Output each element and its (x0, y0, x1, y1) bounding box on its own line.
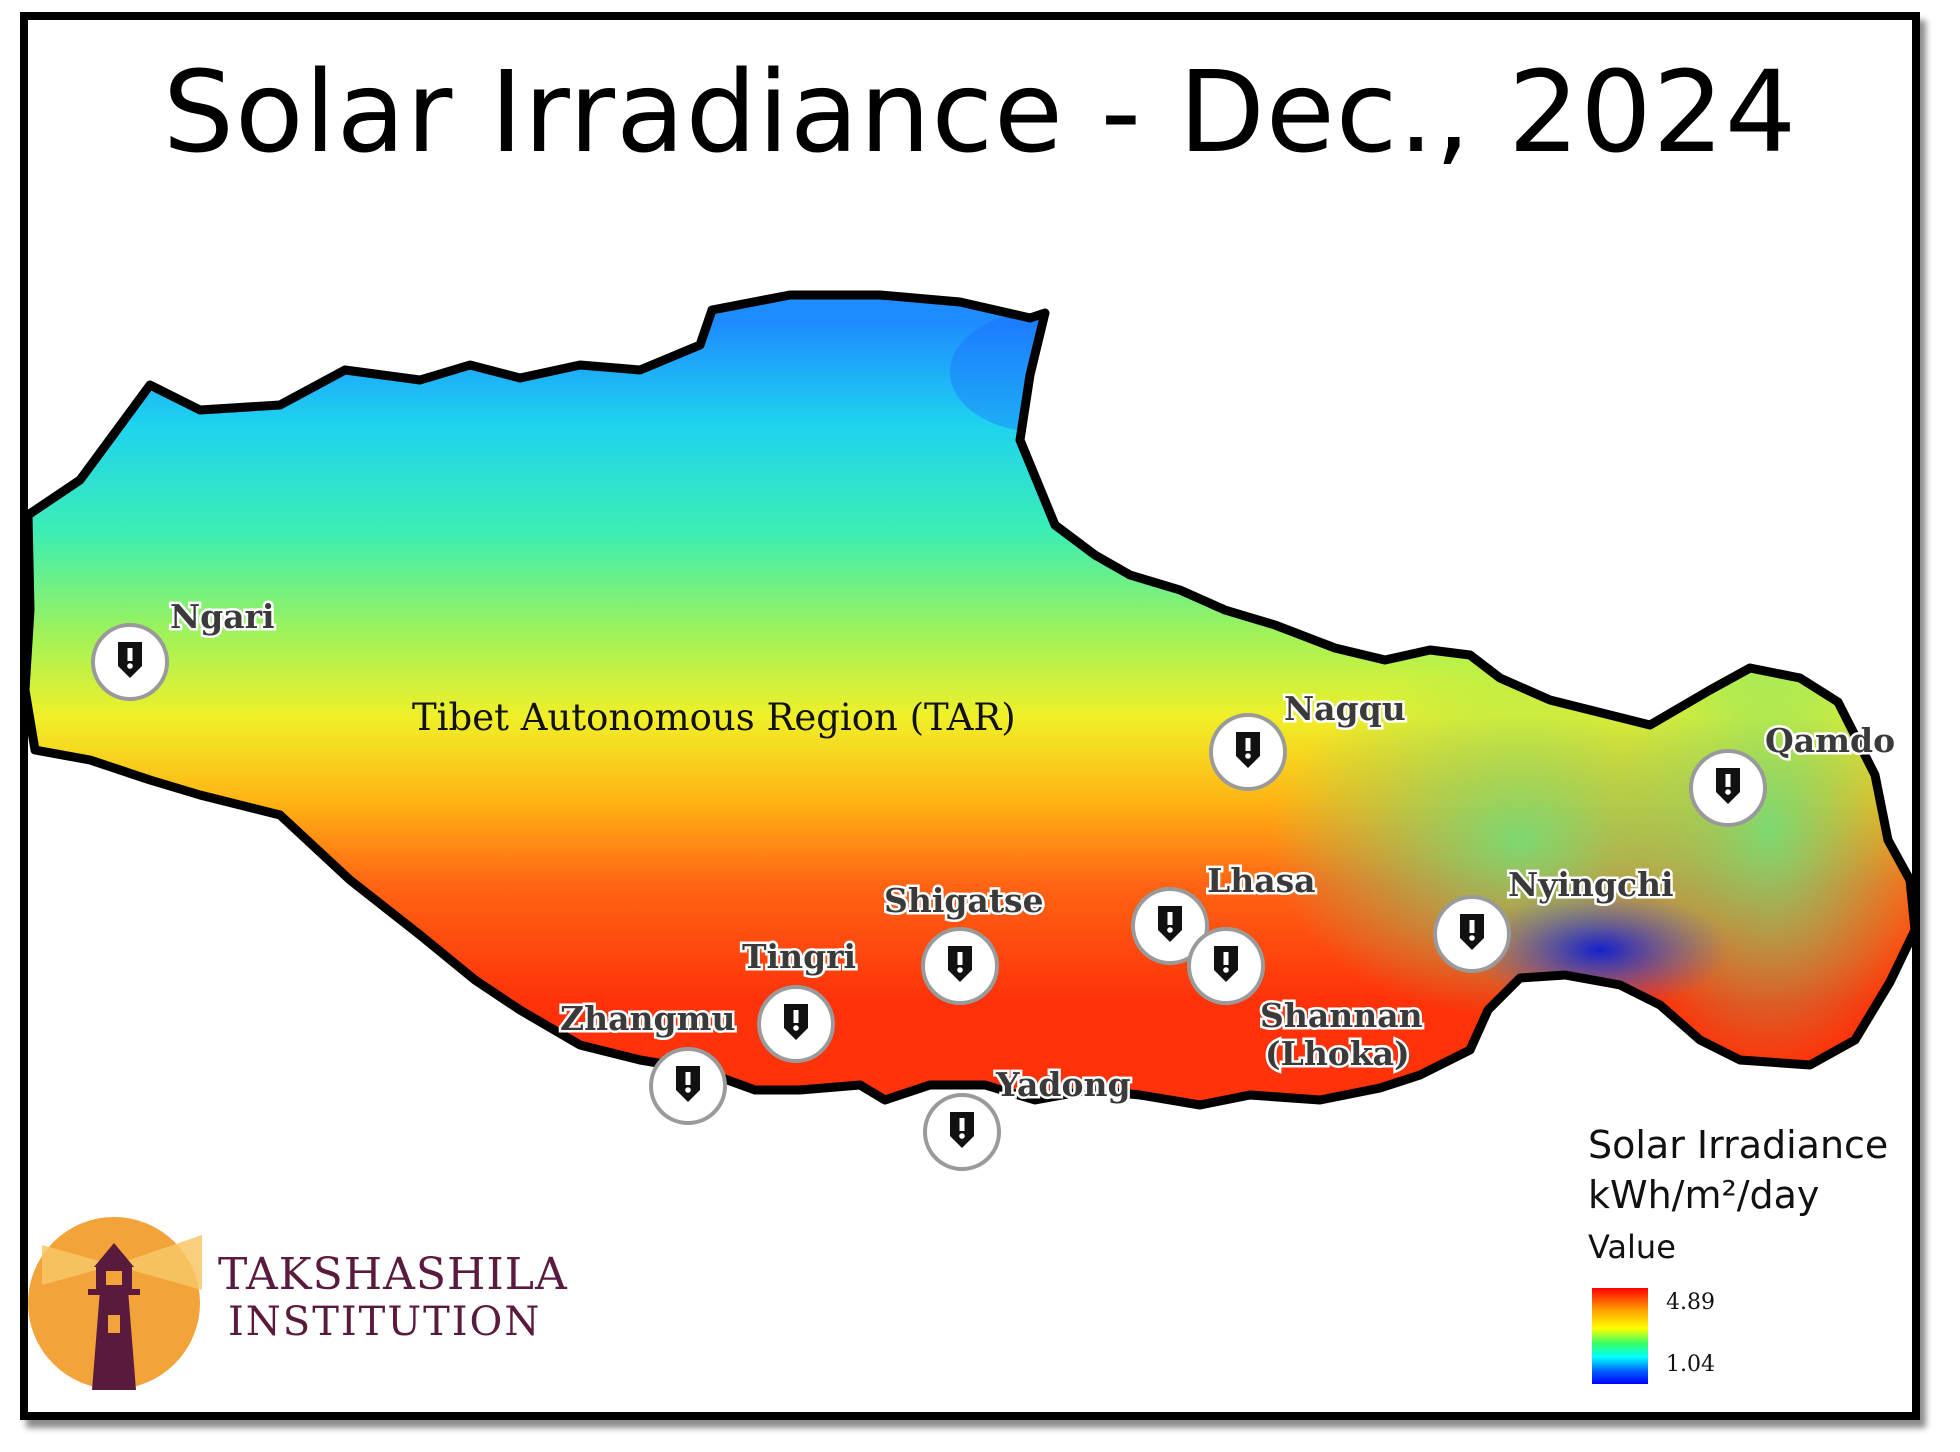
city-marker-nagqu[interactable] (1209, 713, 1287, 791)
legend-max-value: 4.89 (1666, 1290, 1715, 1315)
legend: Solar Irradiance kWh/m²/day Value 4.89 1… (1588, 1120, 1918, 1384)
city-label-yadong: Yadong (995, 1065, 1131, 1104)
exclamation-dot (1167, 927, 1173, 933)
logo-text-line1: TAKSHASHILA (218, 1249, 568, 1300)
region-label: Tibet Autonomous Region (TAR) (412, 696, 1016, 739)
exclamation-mark (127, 648, 133, 661)
city-label-ngari: Ngari (170, 597, 275, 636)
exclamation-dot (1469, 935, 1475, 941)
exclamation-mark (1245, 738, 1251, 751)
exclamation-dot (127, 663, 133, 669)
city-marker-yadong[interactable] (923, 1093, 1001, 1171)
city-marker-tingri[interactable] (757, 985, 835, 1063)
legend-title-line2: kWh/m²/day (1588, 1173, 1820, 1217)
city-marker-lhasa[interactable] (1131, 887, 1209, 965)
city-label-nagqu: Nagqu (1284, 689, 1406, 728)
exclamation-mark (957, 952, 963, 965)
city-label-qamdo: Qamdo (1765, 721, 1895, 760)
legend-title: Solar Irradiance kWh/m²/day (1588, 1120, 1918, 1220)
exclamation-dot (1725, 789, 1731, 795)
exclamation-dot (957, 967, 963, 973)
city-marker-zhangmu[interactable] (649, 1047, 727, 1125)
city-marker-ngari[interactable] (91, 623, 169, 701)
city-marker-nyingchi[interactable] (1433, 895, 1511, 973)
legend-value-label: Value (1588, 1228, 1676, 1266)
exclamation-dot (685, 1087, 691, 1093)
city-label-lhasa: Lhasa (1207, 861, 1316, 900)
city-label-zhangmu: Zhangmu (560, 999, 735, 1038)
city-label-shigatse: Shigatse (884, 881, 1044, 920)
logo-text-line2: INSTITUTION (228, 1299, 542, 1345)
exclamation-dot (1245, 753, 1251, 759)
exclamation-dot (959, 1133, 965, 1139)
city-label-shannan: Shannan (1260, 996, 1423, 1035)
map-title: Solar Irradiance - Dec., 2024 (162, 48, 1798, 178)
city-marker-shigatse[interactable] (921, 927, 999, 1005)
legend-title-line1: Solar Irradiance (1588, 1123, 1889, 1167)
takshashila-logo: TAKSHASHILA INSTITUTION (22, 1205, 622, 1395)
exclamation-mark (959, 1118, 965, 1131)
legend-min-value: 1.04 (1666, 1352, 1715, 1377)
exclamation-dot (1223, 967, 1229, 973)
exclamation-dot (793, 1025, 799, 1031)
city-marker-shannan[interactable] (1187, 927, 1265, 1005)
exclamation-mark (1469, 920, 1475, 933)
exclamation-mark (1223, 952, 1229, 965)
city-label-tingri: Tingri (742, 937, 856, 976)
city-label-shannan-alt: (Lhoka) (1265, 1034, 1410, 1073)
exclamation-mark (1167, 912, 1173, 925)
exclamation-mark (1725, 774, 1731, 787)
city-marker-qamdo[interactable] (1689, 749, 1767, 827)
lighthouse-icon (28, 1217, 202, 1390)
city-label-nyingchi: Nyingchi (1508, 865, 1674, 904)
legend-color-ramp (1592, 1288, 1648, 1384)
exclamation-mark (793, 1010, 799, 1023)
exclamation-mark (685, 1072, 691, 1085)
